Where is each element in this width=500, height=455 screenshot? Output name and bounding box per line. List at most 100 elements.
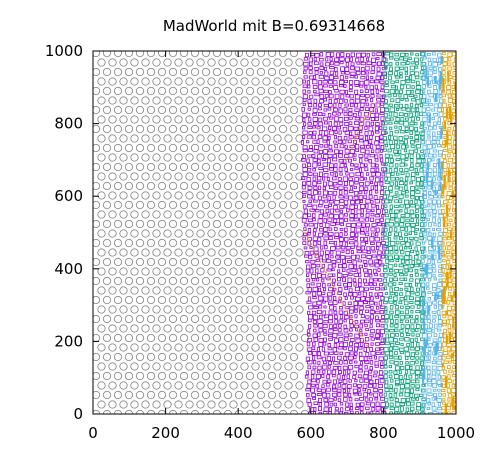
grain-cell — [405, 61, 410, 65]
grain-cell — [379, 342, 385, 345]
grain-cell — [349, 406, 353, 411]
grain-cell — [354, 117, 361, 121]
grain-cell — [446, 259, 451, 265]
grain-cell — [389, 402, 394, 407]
grain-cell — [124, 295, 134, 305]
grain-cell — [365, 203, 369, 209]
grain-cell — [428, 222, 432, 227]
grain-streak — [431, 237, 434, 249]
grain-cell — [108, 286, 117, 295]
grain-cell — [388, 121, 393, 125]
grain-cell — [334, 57, 340, 62]
grain-cell — [345, 53, 350, 58]
grain-cell — [426, 318, 431, 324]
grain-cell — [262, 362, 271, 371]
grain-cell — [334, 172, 338, 177]
grain-cell — [345, 223, 352, 227]
grain-cell — [168, 181, 178, 191]
grain-cell — [363, 378, 369, 383]
grain-cell — [273, 77, 282, 86]
grain-cell — [311, 154, 316, 158]
grain-cell — [452, 145, 456, 149]
grain-cell — [141, 305, 150, 314]
grain-cell — [394, 411, 398, 414]
grain-cell — [326, 158, 331, 164]
grain-cell — [323, 351, 329, 356]
grain-cell — [146, 219, 156, 229]
grain-cell — [284, 191, 293, 200]
grain-cell — [404, 272, 408, 277]
grain-cell — [343, 112, 348, 116]
grain-cell — [179, 352, 189, 362]
grain-cell — [113, 143, 123, 153]
grain-cell — [395, 383, 400, 387]
grain-cell — [97, 153, 106, 162]
grain-cell — [383, 406, 388, 409]
grain-cell — [353, 282, 357, 287]
grain-cell — [339, 228, 344, 232]
grain-cell — [438, 269, 443, 274]
grain-cell — [389, 144, 395, 150]
grain-cell — [365, 232, 370, 237]
grain-streak — [437, 294, 440, 299]
grain-cell — [311, 378, 317, 383]
grain-cell — [380, 338, 386, 343]
grain-cell — [447, 328, 452, 333]
grain-cell — [442, 99, 446, 103]
grain-cell — [229, 153, 238, 162]
grain-cell — [431, 227, 435, 231]
grain-cell — [146, 257, 156, 267]
grain-cell — [322, 84, 328, 88]
grain-cell — [355, 98, 361, 104]
grain-cell — [325, 392, 331, 398]
grain-cell — [295, 324, 304, 333]
grain-cell — [378, 370, 383, 376]
grain-cell — [328, 231, 334, 237]
grain-cell — [201, 181, 211, 191]
grain-cell — [405, 144, 409, 149]
grain-cell — [273, 267, 282, 276]
grain-cell — [174, 362, 183, 371]
grain-cell — [375, 295, 379, 299]
grain-cell — [289, 314, 299, 324]
grain-cell — [421, 397, 426, 402]
grain-cell — [447, 402, 452, 407]
grain-cell — [451, 305, 456, 311]
grain-cell — [146, 67, 156, 77]
grain-cell — [289, 105, 299, 115]
x-tick-label: 600 — [296, 424, 325, 442]
grain-cell — [305, 268, 311, 273]
grain-cell — [278, 333, 288, 343]
grain-cell — [426, 365, 431, 370]
grain-cell — [322, 116, 328, 121]
grain-cell — [141, 343, 150, 352]
grain-cell — [338, 149, 344, 154]
grain-cell — [359, 361, 363, 366]
grain-cell — [223, 162, 233, 172]
grain-cell — [380, 98, 385, 103]
grain-cell — [124, 162, 134, 172]
grain-cell — [295, 381, 304, 390]
grain-cell — [344, 227, 348, 233]
grain-cell — [337, 355, 342, 360]
grain-cell — [360, 213, 364, 217]
grain-cell — [323, 240, 328, 246]
grain-cell — [409, 338, 414, 343]
grain-streak — [448, 332, 451, 343]
grain-cell — [384, 80, 389, 84]
grain-cell — [163, 362, 172, 371]
grain-cell — [361, 70, 366, 76]
grain-cell — [234, 86, 244, 96]
grain-cell — [452, 273, 456, 278]
grain-cell — [190, 181, 200, 191]
grain-cell — [323, 67, 328, 71]
grain-cell — [245, 200, 255, 210]
grain-cell — [421, 291, 426, 296]
grain-cell — [218, 77, 227, 86]
grain-cell — [124, 219, 134, 229]
grain-cell — [333, 140, 337, 144]
grain-cell — [384, 99, 388, 104]
grain-cell — [337, 332, 343, 336]
grain-cell — [409, 130, 413, 135]
grain-cell — [185, 381, 194, 390]
